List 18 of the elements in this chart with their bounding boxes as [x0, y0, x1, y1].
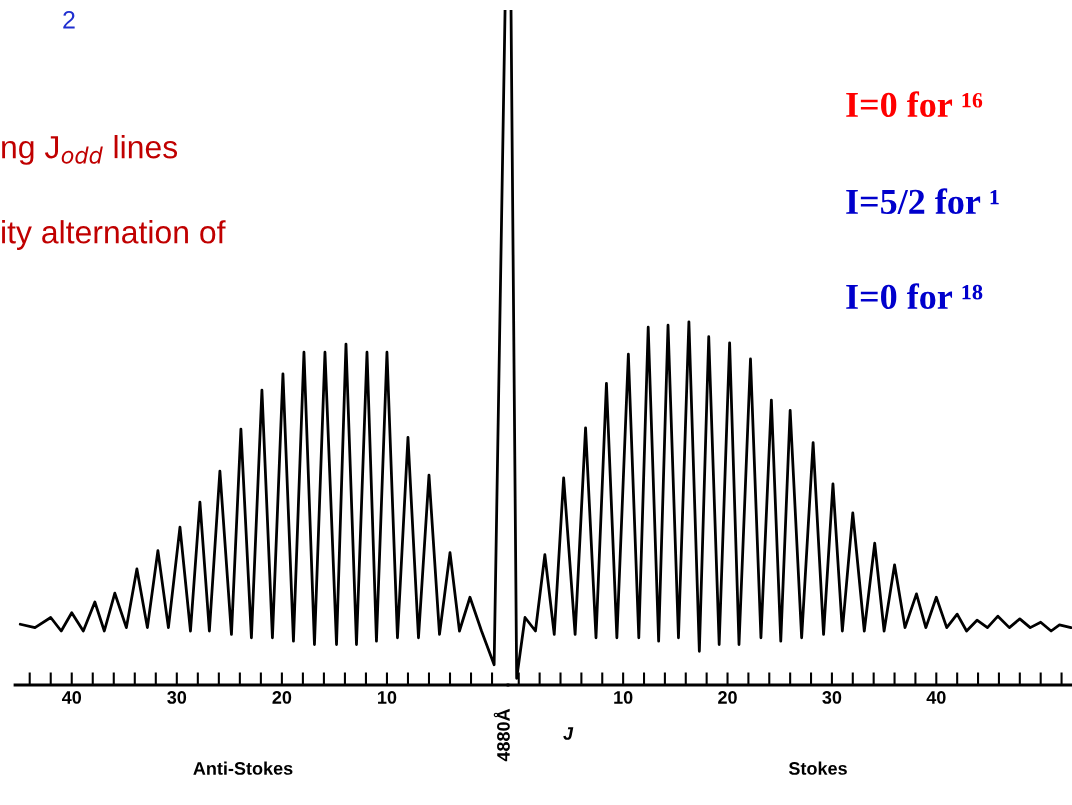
x-tick-label: 20: [718, 691, 737, 704]
x-tick-label: 10: [378, 691, 397, 704]
x-tick-label: 30: [167, 691, 187, 704]
x-tick-label: 20: [272, 691, 292, 704]
text: 4880Å: [493, 708, 510, 762]
annotation: I=0 for ¹⁶: [846, 91, 983, 118]
x-tick-label: 30: [822, 691, 842, 704]
annotation: ng J$_{odd}$ lines: [2, 134, 178, 165]
x-tick-label: 40: [61, 691, 82, 704]
x-axis-title: Anti-Stokes: [193, 761, 293, 775]
annotation: 2: [63, 11, 75, 29]
x-tick-label: 10: [614, 691, 633, 704]
x-axis-title: Stokes: [788, 761, 847, 775]
annotation: ity alternation of: [2, 220, 226, 250]
annotation: I=0 for ¹⁸: [846, 283, 983, 310]
text: J: [563, 727, 574, 740]
annotation: I=5/2 for ¹: [846, 188, 999, 215]
x-tick-label: 40: [926, 691, 946, 704]
